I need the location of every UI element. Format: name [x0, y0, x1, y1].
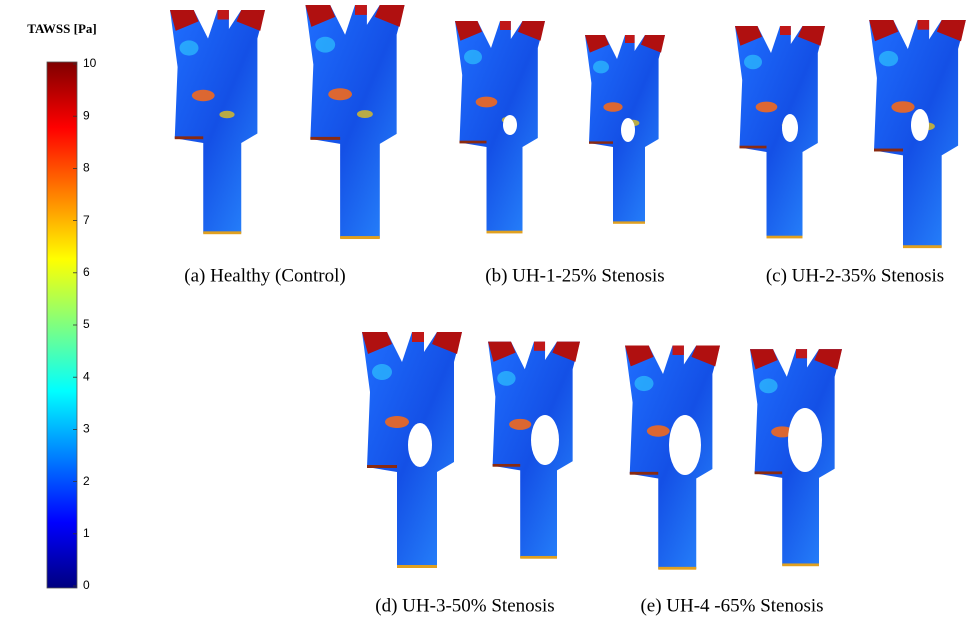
colorbar-tick-label: 4 — [83, 369, 90, 383]
aorta-images — [170, 5, 966, 570]
panel-caption: (d) UH-3-50% Stenosis — [375, 595, 554, 616]
stenosis-gap — [782, 114, 798, 142]
stenosis-gap — [408, 423, 432, 467]
colorbar-tick-label: 6 — [83, 265, 90, 279]
colorbar-tick-label: 7 — [83, 213, 90, 227]
colorbar-tick-label: 8 — [83, 161, 90, 175]
colorbar-tick-label: 9 — [83, 108, 90, 122]
stenosis-gap — [621, 118, 635, 142]
panel-caption: (e) UH-4 -65% Stenosis — [640, 595, 823, 616]
colorbar-tick-label: 0 — [83, 578, 90, 592]
colorbar-tick-label: 2 — [83, 474, 90, 488]
stenosis-gap — [531, 415, 559, 465]
stenosis-gap — [788, 408, 822, 472]
panel-caption: (a) Healthy (Control) — [184, 265, 345, 286]
colorbar-tick-label: 1 — [83, 526, 90, 540]
aorta-image — [305, 5, 405, 240]
colorbar-tick-label: 5 — [83, 317, 90, 331]
colorbar — [46, 61, 78, 589]
colorbar-title: TAWSS [Pa] — [27, 21, 96, 36]
aorta-image — [735, 26, 825, 239]
colorbar-tick-label: 10 — [83, 56, 97, 70]
stenosis-gap — [911, 109, 929, 141]
stenosis-gap — [503, 115, 517, 135]
colorbar-tick-label: 3 — [83, 422, 90, 436]
aorta-image — [170, 10, 265, 235]
panel-caption: (b) UH-1-25% Stenosis — [485, 265, 664, 286]
panel-caption: (c) UH-2-35% Stenosis — [766, 265, 944, 286]
stenosis-gap — [669, 415, 701, 475]
aorta-image — [455, 21, 545, 234]
